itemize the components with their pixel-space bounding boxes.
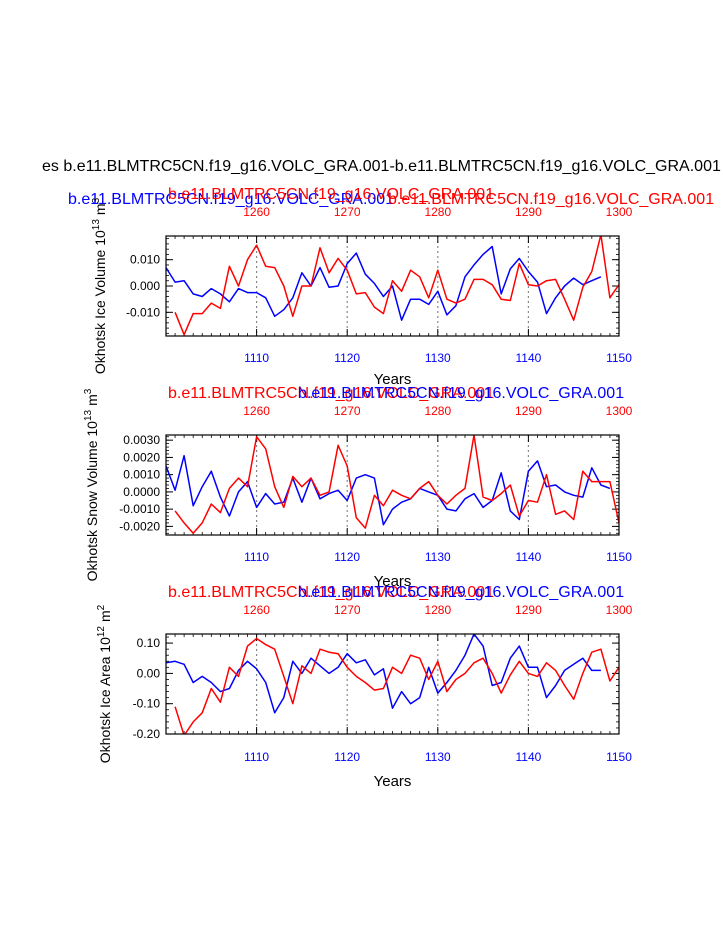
panels: 1110 1120 1130 1140 1150 1260 1270 1280 1290 1300… bbox=[83, 197, 633, 790]
y-label-unit-exponent: 3 bbox=[91, 197, 102, 203]
x-axis-label: Years bbox=[374, 573, 412, 590]
y-axis-label: Okhotsk Ice Volume 1013 m3 bbox=[91, 197, 108, 374]
x-tick-label-bottom: 1130 bbox=[425, 351, 451, 365]
y-axis-label: Okhotsk Ice Area 1012 m2 bbox=[96, 604, 113, 763]
y-tick-label: 0.000 bbox=[130, 279, 160, 293]
x-tick-label-top: 1260 bbox=[243, 603, 270, 617]
series-line-red bbox=[174, 435, 619, 535]
y-tick-label: 0.0010 bbox=[123, 468, 160, 482]
x-tick-label-top: 1280 bbox=[424, 603, 451, 617]
y-label-main: Okhotsk Snow Volume 10 bbox=[84, 421, 100, 582]
x-tick-label-top: 1280 bbox=[424, 205, 451, 219]
chart-panel-1: 1110 1120 1130 1140 1150 1260 1270 1280 1290 1300… bbox=[91, 197, 633, 388]
plot-frame bbox=[165, 235, 620, 337]
x-tick-label-bottom: 1150 bbox=[606, 351, 632, 365]
series-line-blue bbox=[166, 634, 601, 714]
x-tick-label-top: 1300 bbox=[606, 404, 633, 418]
x-tick-label-bottom: 1110 bbox=[244, 351, 269, 365]
y-tick-label: 0.0020 bbox=[123, 450, 160, 464]
y-tick-label: 0.10 bbox=[137, 636, 161, 650]
panel-1-title-red-right: b.e11.BLMTRC5CN.f19_g16.VOLC_GRA.001 bbox=[388, 191, 714, 208]
y-label-unit: m bbox=[97, 610, 113, 622]
y-tick-label: 0.0030 bbox=[123, 433, 160, 447]
chart-panel-2: b.e11.BLMTRC5CN.f19_g16.VOLC_GRA.001b.e1… bbox=[83, 385, 633, 590]
x-tick-label-bottom: 1130 bbox=[425, 750, 451, 764]
y-tick-label: -0.0010 bbox=[119, 502, 160, 516]
y-tick-label: 0.00 bbox=[137, 666, 161, 680]
x-tick-label-top: 1290 bbox=[515, 205, 542, 219]
series-line-red bbox=[174, 236, 619, 336]
y-label-main: Okhotsk Ice Area 10 bbox=[97, 637, 113, 763]
y-label-exponent: 13 bbox=[91, 219, 102, 231]
x-axis-label: Years bbox=[374, 773, 412, 790]
panel-3-title-red: b.e11.BLMTRC5CN.f19_g16.VOLC_GRA.001 bbox=[168, 584, 494, 601]
y-label-unit: m bbox=[84, 394, 100, 406]
panel-2-title-blue: b.e11.BLMTRC5CN.f19_g16.VOLC_GRA.001 bbox=[298, 385, 624, 402]
x-tick-label-top: 1270 bbox=[334, 205, 361, 219]
y-tick-label: -0.10 bbox=[133, 697, 161, 711]
series-line-blue bbox=[166, 245, 602, 321]
x-tick-label-top: 1280 bbox=[424, 404, 451, 418]
y-label-exponent: 13 bbox=[83, 409, 94, 421]
x-tick-label-bottom: 1140 bbox=[515, 550, 541, 564]
x-axis-label: Years bbox=[374, 371, 412, 388]
x-tick-label-bottom: 1150 bbox=[606, 750, 632, 764]
x-tick-label-bottom: 1140 bbox=[515, 351, 541, 365]
x-tick-label-top: 1290 bbox=[515, 603, 542, 617]
y-tick-label: -0.20 bbox=[133, 727, 161, 741]
series-line-blue bbox=[166, 454, 611, 526]
y-tick-label: -0.010 bbox=[126, 305, 160, 319]
x-tick-label-top: 1270 bbox=[334, 603, 361, 617]
plot-frame bbox=[165, 633, 620, 735]
x-tick-label-bottom: 1120 bbox=[334, 550, 360, 564]
chart-panel-3: b.e11.BLMTRC5CN.f19_g16.VOLC_GRA.001b.e1… bbox=[96, 584, 633, 790]
x-tick-label-bottom: 1110 bbox=[244, 750, 269, 764]
y-tick-label: 0.010 bbox=[130, 253, 160, 267]
panel-2-title-red: b.e11.BLMTRC5CN.f19_g16.VOLC_GRA.001 bbox=[168, 385, 494, 402]
x-tick-label-top: 1270 bbox=[334, 404, 361, 418]
x-tick-label-bottom: 1120 bbox=[334, 351, 360, 365]
y-label-main: Okhotsk Ice Volume 10 bbox=[92, 230, 108, 374]
x-tick-label-bottom: 1120 bbox=[334, 750, 360, 764]
panel-3-title-blue: b.e11.BLMTRC5CN.f19_g16.VOLC_GRA.001 bbox=[298, 584, 624, 601]
y-tick-label: 0.0000 bbox=[123, 485, 160, 499]
series-line-red bbox=[174, 637, 619, 734]
y-axis-label: Okhotsk Snow Volume 1013 m3 bbox=[83, 388, 100, 581]
y-label-unit-exponent: 2 bbox=[96, 604, 107, 610]
x-tick-label-bottom: 1140 bbox=[515, 750, 541, 764]
y-tick-label: -0.0020 bbox=[119, 519, 160, 533]
x-tick-label-top: 1300 bbox=[606, 603, 633, 617]
x-tick-label-bottom: 1110 bbox=[244, 550, 269, 564]
panel-1-title-blue-upper: b.e11.BLMTRC5CN.f19_g16.VOLC_GRA.001 bbox=[68, 191, 394, 208]
plot-frame bbox=[165, 434, 620, 536]
main-title: es b.e11.BLMTRC5CN.f19_g16.VOLC_GRA.001-… bbox=[42, 158, 721, 175]
panel-1-title-red-upper: b.e11.BLMTRC5CN.f19_g16.VOLC_GRA.001 bbox=[168, 186, 494, 203]
x-tick-label-bottom: 1130 bbox=[425, 550, 451, 564]
y-label-unit-exponent: 3 bbox=[83, 388, 94, 394]
x-tick-label-bottom: 1150 bbox=[606, 550, 632, 564]
y-label-unit: m bbox=[92, 203, 108, 215]
x-tick-label-top: 1290 bbox=[515, 404, 542, 418]
y-label-exponent: 12 bbox=[96, 626, 107, 638]
x-tick-label-top: 1260 bbox=[243, 404, 270, 418]
x-tick-label-top: 1260 bbox=[243, 205, 270, 219]
x-tick-label-top: 1300 bbox=[606, 205, 633, 219]
